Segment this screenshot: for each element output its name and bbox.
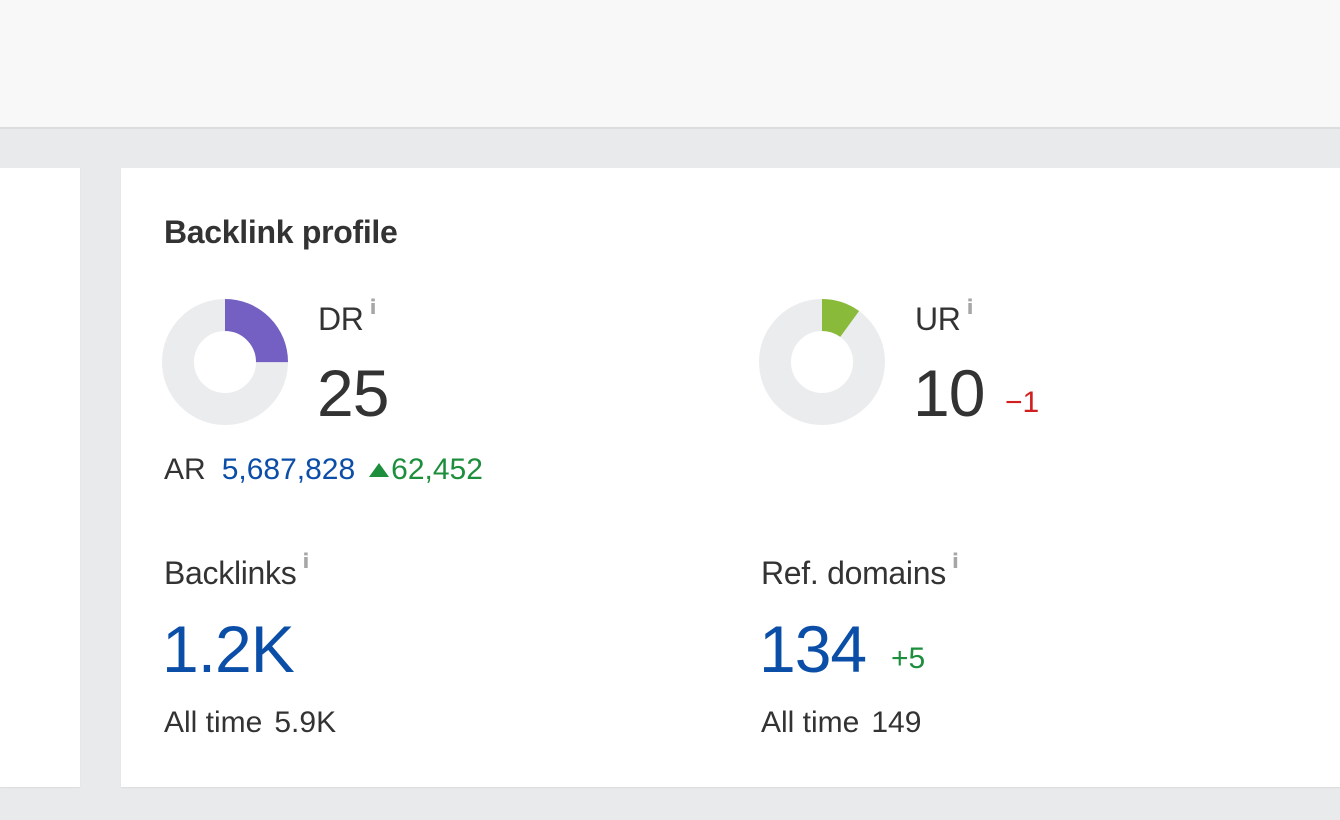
backlinks-value-link[interactable]: 1.2K: [162, 612, 295, 686]
ur-label: UR i: [915, 295, 973, 338]
dr-donut-chart: [162, 299, 288, 425]
info-icon[interactable]: i: [302, 549, 310, 573]
backlinks-alltime: All time 5.9K: [164, 706, 336, 740]
backlinks-label-text: Backlinks: [164, 555, 297, 591]
alltime-label: All time: [761, 706, 860, 739]
ur-donut-chart: [759, 299, 885, 425]
alltime-label: All time: [164, 706, 263, 739]
ar-value-link[interactable]: 5,687,828: [221, 453, 356, 486]
ar-row: AR 5,687,828 62,452: [164, 453, 483, 487]
ref-domains-label-text: Ref. domains: [761, 555, 946, 591]
ur-value: 10: [913, 356, 985, 430]
ref-domains-alltime: All time 149: [761, 706, 921, 740]
dr-label-text: DR: [318, 301, 364, 337]
info-icon[interactable]: i: [951, 549, 959, 573]
info-icon[interactable]: i: [369, 295, 377, 319]
ur-delta: −1: [1005, 386, 1040, 419]
info-icon[interactable]: i: [966, 295, 974, 319]
ur-label-text: UR: [915, 301, 961, 337]
card-title: Backlink profile: [164, 214, 398, 250]
ar-label: AR: [164, 453, 206, 486]
alltime-value: 149: [871, 706, 922, 739]
ref-domains-delta: +5: [891, 642, 926, 675]
triangle-up-icon: [369, 463, 390, 477]
backlinks-label: Backlinks i: [164, 549, 309, 592]
left-card: [0, 168, 80, 787]
ar-delta: 62,452: [391, 453, 483, 486]
backlink-profile-card: Backlink profile DR i 25 AR 5,687,828 62,…: [121, 168, 1340, 787]
ref-domains-value-link[interactable]: 134: [759, 612, 867, 686]
alltime-value: 5.9K: [274, 706, 337, 739]
ref-domains-label: Ref. domains i: [761, 549, 959, 592]
dr-label: DR i: [318, 295, 376, 338]
dr-value: 25: [317, 356, 389, 430]
top-bar: [0, 0, 1340, 129]
